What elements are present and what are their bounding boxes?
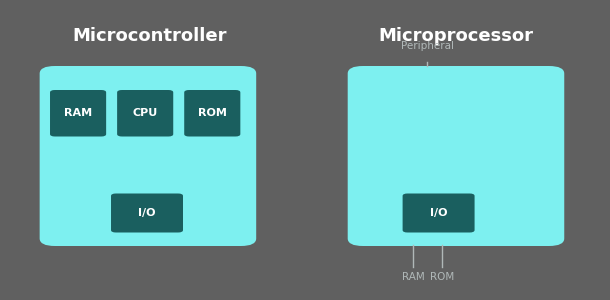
Text: RAM: RAM — [401, 272, 425, 281]
FancyBboxPatch shape — [111, 194, 183, 232]
Text: Microcontroller: Microcontroller — [72, 27, 227, 45]
FancyBboxPatch shape — [403, 194, 475, 232]
Text: ROM: ROM — [429, 272, 454, 281]
Text: I/O: I/O — [138, 208, 156, 218]
Text: CPU: CPU — [132, 108, 158, 118]
Text: Microprocessor: Microprocessor — [379, 27, 534, 45]
Text: I/O: I/O — [430, 208, 447, 218]
Text: RAM: RAM — [64, 108, 92, 118]
FancyBboxPatch shape — [348, 66, 564, 246]
Text: Peripheral: Peripheral — [401, 41, 453, 51]
FancyBboxPatch shape — [50, 90, 106, 136]
FancyBboxPatch shape — [117, 90, 173, 136]
Text: ROM: ROM — [198, 108, 227, 118]
FancyBboxPatch shape — [40, 66, 256, 246]
FancyBboxPatch shape — [184, 90, 240, 136]
